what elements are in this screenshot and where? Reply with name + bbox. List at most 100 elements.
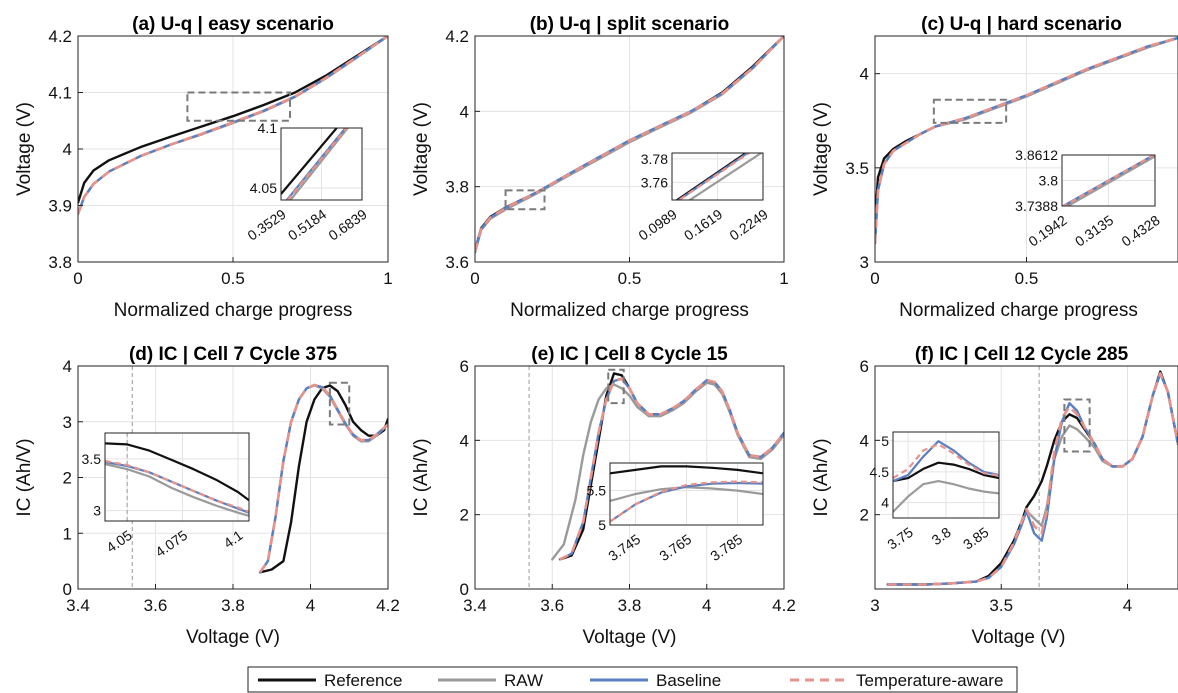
inset-frame (280, 127, 363, 201)
x-tick-label: 3.8 (221, 596, 245, 615)
inset-x-tick-label: 0.5184 (285, 206, 329, 244)
x-tick-label: 3 (870, 596, 879, 615)
x-tick-label: 3.8 (618, 596, 642, 615)
inset-x-tick-label: 3.745 (605, 531, 643, 564)
x-axis-label: Voltage (V) (583, 627, 677, 648)
inset-series-temperature-aware (610, 480, 763, 523)
inset-frame (671, 152, 764, 201)
x-axis-label: Normalized charge progress (510, 300, 749, 321)
panel-title: (e) IC | Cell 8 Cycle 15 (531, 344, 728, 365)
inset-x-tick-label: 3.8 (929, 524, 954, 548)
panel-title: (a) U-q | easy scenario (132, 14, 334, 35)
inset-y-tick-label: 5.5 (587, 483, 607, 499)
y-axis-label: IC (Ah/V) (14, 438, 35, 516)
y-tick-label: 4 (63, 357, 72, 376)
y-axis-label: Voltage (V) (411, 102, 432, 196)
y-tick-label: 3.8 (48, 253, 72, 272)
y-axis-label: Voltage (V) (811, 102, 832, 196)
y-tick-label: 2 (63, 469, 72, 488)
inset-x-tick-label: 4.1 (220, 527, 245, 551)
x-axis-label: Normalized charge progress (114, 300, 353, 321)
y-tick-label: 4.1 (48, 84, 72, 103)
x-tick-label: 3.4 (66, 596, 90, 615)
inset-x-tick-label: 0.6839 (325, 206, 369, 244)
x-tick-label: 4 (702, 596, 711, 615)
y-tick-label: 4 (460, 431, 469, 450)
x-tick-label: 4.2 (376, 596, 400, 615)
x-axis-label: Normalized charge progress (899, 300, 1138, 321)
inset-y-tick-label: 3.7388 (1015, 198, 1058, 214)
inset-frame (104, 432, 250, 522)
inset-x-tick-label: 0.3529 (244, 206, 288, 244)
inset-y-tick-label: 3.5 (82, 451, 102, 467)
inset-frame (1061, 154, 1156, 207)
zoom-box (186, 91, 292, 122)
inset-frame (609, 462, 764, 526)
inset-x-tick-label: 0.2249 (726, 206, 770, 244)
y-tick-label: 3 (860, 253, 869, 272)
inset-series-raw (687, 153, 763, 200)
panel-5: 3.4 3.6 3.8 4 4.2 0 2 4 6 (e) IC | Cell 8 Cycle 1… (411, 344, 796, 648)
x-tick-label: 0 (870, 269, 879, 288)
y-tick-label: 4 (63, 140, 72, 159)
y-tick-label: 4.2 (445, 27, 469, 46)
y-tick-label: 2 (460, 506, 469, 525)
inset-series-baseline (893, 440, 999, 483)
y-axis-label: IC (Ah/V) (811, 438, 832, 516)
series-reference (258, 384, 388, 574)
zoom-box (504, 189, 546, 211)
inset-series-temperature-aware (677, 153, 751, 200)
inset-series-reference (893, 461, 999, 483)
inset-series-raw (1065, 155, 1155, 206)
series-temperature-aware (259, 383, 388, 574)
inset-y-tick-label: 4.5 (870, 464, 890, 480)
y-tick-label: 4 (860, 431, 869, 450)
x-tick-label: 1 (383, 269, 392, 288)
legend-label-raw: RAW (504, 671, 543, 690)
x-tick-label: 1 (779, 269, 788, 288)
series-temperature-aware (475, 36, 784, 252)
x-tick-label: 3.4 (463, 596, 487, 615)
inset-y-tick-label: 4.05 (250, 180, 277, 196)
legend-label-temperature-aware: Temperature-aware (856, 671, 1003, 690)
x-tick-label: 0.5 (1015, 269, 1039, 288)
inset-y-tick-label: 3.8 (1039, 173, 1059, 189)
inset-y-tick-label: 5 (881, 433, 889, 449)
inset-x-tick-label: 4.075 (152, 527, 190, 560)
x-tick-label: 4.2 (772, 596, 796, 615)
inset-series-reference (281, 128, 339, 195)
series-raw (258, 384, 388, 574)
panel-title: (f) IC | Cell 12 Cycle 285 (915, 344, 1129, 365)
inset-y-tick-label: 3 (93, 503, 101, 519)
panel-title: (b) U-q | split scenario (530, 14, 730, 35)
y-tick-label: 6 (460, 357, 469, 376)
inset-x-tick-label: 0.0989 (635, 206, 679, 244)
x-axis-label: Voltage (V) (186, 627, 280, 648)
series-temperature-aware (559, 377, 784, 561)
panel-title: (d) IC | Cell 7 Cycle 375 (129, 344, 337, 365)
y-tick-label: 2 (860, 506, 869, 525)
inset-x-tick-label: 0.1942 (1025, 212, 1069, 250)
series-temperature-aware (78, 36, 388, 215)
y-tick-label: 6 (860, 357, 869, 376)
inset-x-tick-label: 4.05 (103, 527, 135, 556)
inset-x-tick-label: 3.75 (884, 524, 916, 553)
y-tick-label: 3.8 (445, 178, 469, 197)
panel-2: 0 0.5 1 3.6 3.8 4 4.2 (b) U-q | split scenario N… (411, 14, 789, 321)
inset-y-tick-label: 5 (598, 517, 606, 533)
series-baseline (875, 36, 1178, 245)
inset-x-tick-label: 3.785 (707, 531, 745, 564)
inset-series-raw (105, 463, 249, 517)
inset-y-tick-label: 4 (881, 495, 889, 511)
inset-x-tick-label: 3.765 (656, 531, 694, 564)
y-tick-label: 3.6 (445, 253, 469, 272)
legend-label-baseline: Baseline (656, 671, 721, 690)
zoom-box (1063, 398, 1091, 453)
y-tick-label: 3.5 (845, 159, 869, 178)
inset-x-tick-label: 0.3135 (1072, 212, 1116, 250)
inset-series-temperature-aware (1062, 155, 1155, 206)
inset-series-raw (893, 480, 999, 513)
y-tick-label: 0 (63, 580, 72, 599)
x-tick-label: 4 (306, 596, 315, 615)
